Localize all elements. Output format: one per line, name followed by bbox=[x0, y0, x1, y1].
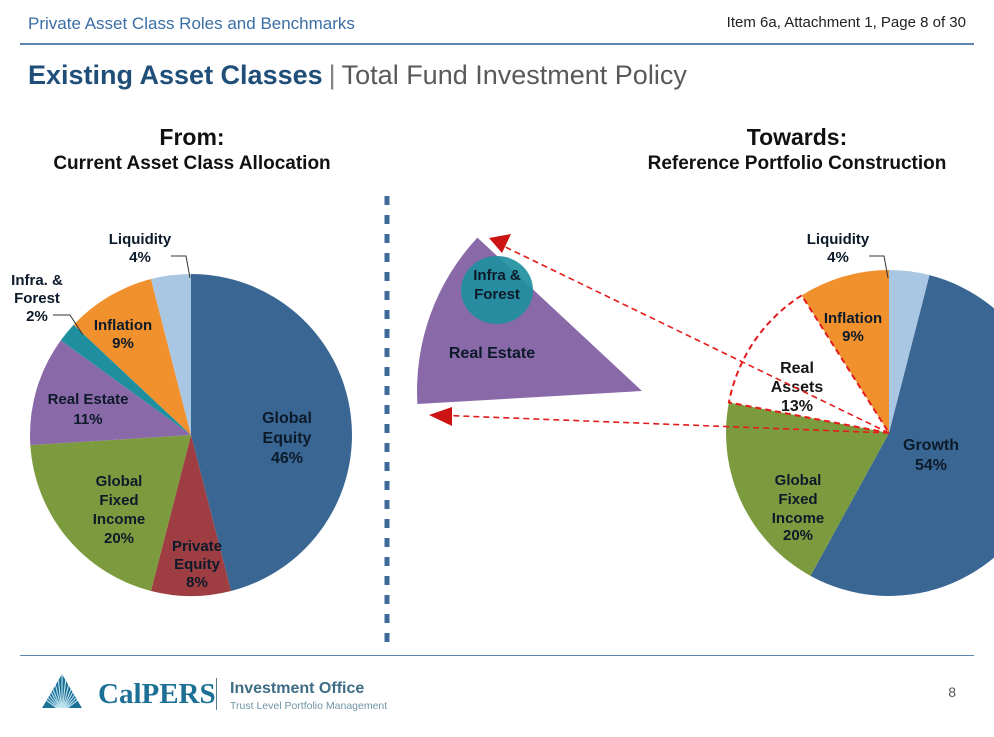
svg-text:Infra &: Infra & bbox=[473, 267, 521, 284]
svg-text:Real: Real bbox=[780, 360, 814, 377]
svg-text:Fixed: Fixed bbox=[99, 492, 138, 509]
svg-text:Equity: Equity bbox=[263, 430, 312, 447]
svg-text:54%: 54% bbox=[915, 457, 947, 474]
svg-text:Real Estate: Real Estate bbox=[449, 345, 535, 362]
svg-text:Equity: Equity bbox=[174, 556, 220, 573]
svg-text:4%: 4% bbox=[827, 249, 849, 266]
svg-text:9%: 9% bbox=[842, 328, 864, 345]
svg-text:46%: 46% bbox=[271, 450, 303, 467]
svg-text:Liquidity: Liquidity bbox=[109, 231, 172, 248]
svg-text:8%: 8% bbox=[186, 574, 208, 591]
svg-text:4%: 4% bbox=[129, 249, 151, 266]
svg-text:Inflation: Inflation bbox=[94, 317, 152, 334]
svg-text:Fixed: Fixed bbox=[778, 491, 817, 508]
svg-text:Forest: Forest bbox=[14, 290, 60, 307]
svg-text:11%: 11% bbox=[73, 411, 102, 428]
svg-text:Forest: Forest bbox=[474, 286, 520, 303]
svg-text:Global: Global bbox=[96, 473, 143, 490]
svg-text:Inflation: Inflation bbox=[824, 310, 882, 327]
svg-text:Real Estate: Real Estate bbox=[48, 391, 129, 408]
svg-text:Income: Income bbox=[772, 510, 825, 527]
svg-text:Infra. &: Infra. & bbox=[11, 272, 63, 289]
svg-text:Private: Private bbox=[172, 538, 222, 555]
svg-text:20%: 20% bbox=[783, 527, 813, 544]
svg-text:Income: Income bbox=[93, 511, 146, 528]
svg-text:20%: 20% bbox=[104, 530, 134, 547]
svg-text:Global: Global bbox=[775, 472, 822, 489]
svg-text:2%: 2% bbox=[26, 308, 48, 325]
svg-text:Assets: Assets bbox=[771, 379, 824, 396]
svg-text:9%: 9% bbox=[112, 335, 134, 352]
svg-text:Growth: Growth bbox=[903, 437, 959, 454]
svg-text:Liquidity: Liquidity bbox=[807, 231, 870, 248]
svg-text:Global: Global bbox=[262, 410, 312, 427]
